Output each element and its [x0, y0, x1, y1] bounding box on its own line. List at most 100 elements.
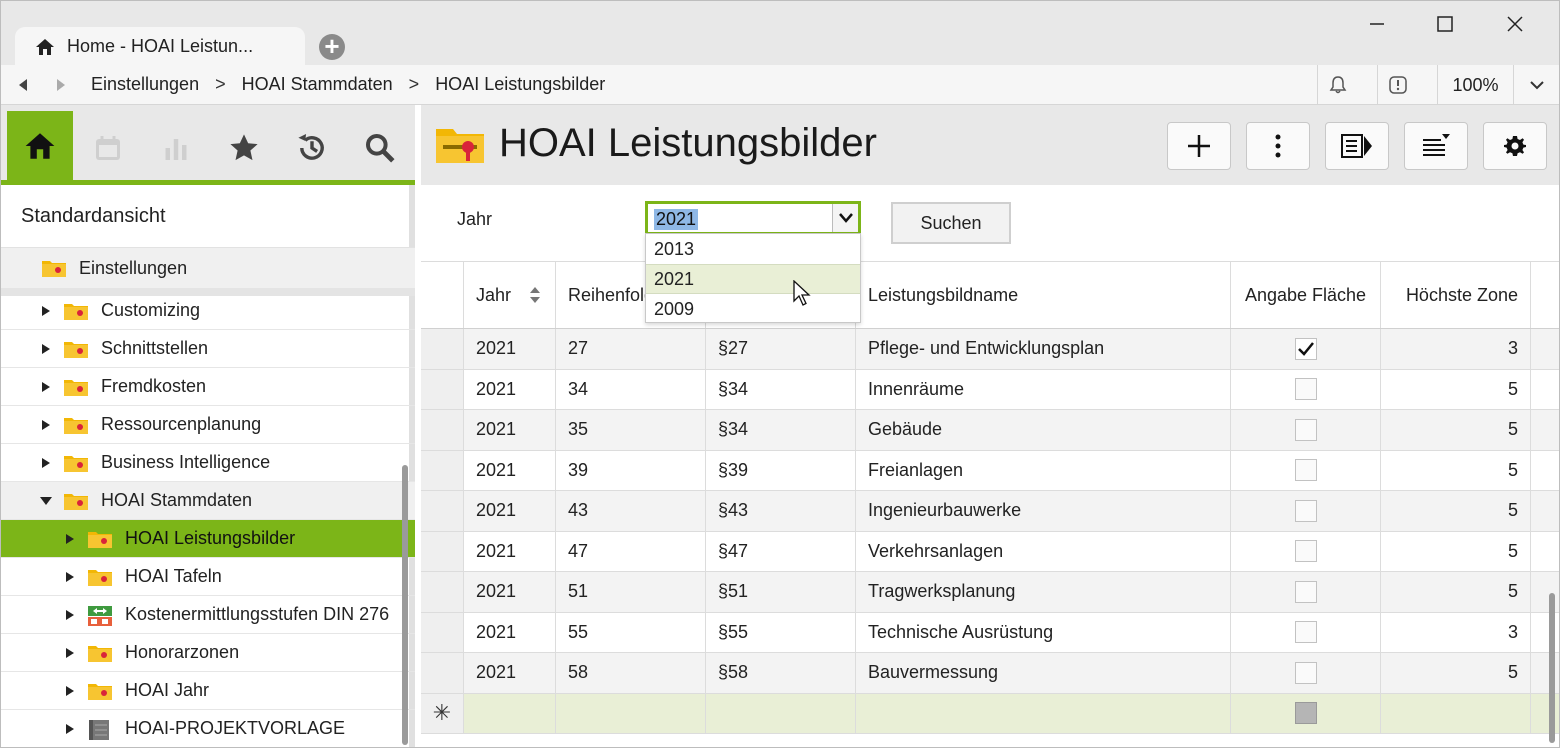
new-cell-zone[interactable] — [1380, 693, 1530, 733]
cell-hoechste-zone[interactable]: 3 — [1380, 329, 1530, 369]
tree-item-schnittstellen[interactable]: Schnittstellen — [1, 330, 415, 368]
column-header-angabe-flaeche[interactable]: Angabe Fläche — [1230, 262, 1380, 328]
cell-paragraph[interactable]: §34 — [705, 410, 855, 450]
more-options-button[interactable] — [1246, 122, 1310, 170]
cell-jahr[interactable]: 2021 — [463, 531, 555, 571]
cell-jahr[interactable]: 2021 — [463, 329, 555, 369]
cell-jahr[interactable]: 2021 — [463, 369, 555, 409]
cell-leistungsbildname[interactable]: Ingenieurbauwerke — [855, 491, 1230, 531]
collapse-arrow-icon[interactable] — [39, 494, 53, 508]
cell-reihenfolge[interactable]: 55 — [555, 612, 705, 652]
cell-leistungsbildname[interactable]: Innenräume — [855, 369, 1230, 409]
new-cell-jahr[interactable] — [463, 693, 555, 733]
jahr-combobox-value[interactable]: 2021 — [654, 209, 699, 230]
cell-hoechste-zone[interactable]: 5 — [1380, 410, 1530, 450]
close-button[interactable] — [1495, 9, 1535, 39]
expand-arrow-icon[interactable] — [39, 342, 53, 356]
cell-hoechste-zone[interactable]: 5 — [1380, 653, 1530, 693]
new-cell-paragraph[interactable] — [705, 693, 855, 733]
cell-angabe-flaeche[interactable] — [1230, 410, 1380, 450]
table-row[interactable]: 2021 34 §34 Innenräume 5 — [421, 369, 1559, 410]
expand-arrow-icon[interactable] — [39, 304, 53, 318]
new-cell-flaeche[interactable] — [1230, 693, 1380, 733]
checkbox[interactable] — [1294, 621, 1317, 644]
tree-item-ressourcenplanung[interactable]: Ressourcenplanung — [1, 406, 415, 444]
expand-arrow-icon[interactable] — [39, 380, 53, 394]
cell-paragraph[interactable]: §43 — [705, 491, 855, 531]
table-row[interactable]: 2021 39 §39 Freianlagen 5 — [421, 450, 1559, 491]
forward-arrow-icon[interactable] — [49, 73, 73, 97]
dropdown-option-2009[interactable]: 2009 — [654, 298, 695, 319]
breadcrumb-hoai-leistungsbilder[interactable]: HOAI Leistungsbilder — [435, 74, 606, 94]
cell-hoechste-zone[interactable]: 5 — [1380, 450, 1530, 490]
cell-reihenfolge[interactable]: 47 — [555, 531, 705, 571]
tree-item-hoai-projektvorlage[interactable]: HOAI-PROJEKTVORLAGE — [1, 710, 415, 747]
cell-leistungsbildname[interactable]: Gebäude — [855, 410, 1230, 450]
alert-icon[interactable] — [1377, 65, 1417, 105]
table-row[interactable]: 2021 35 §34 Gebäude 5 — [421, 410, 1559, 451]
checkbox[interactable] — [1294, 418, 1317, 441]
cell-paragraph[interactable]: §39 — [705, 450, 855, 490]
expand-arrow-icon[interactable] — [63, 608, 77, 622]
sidebar-scrollbar[interactable] — [402, 465, 408, 745]
chevron-down-icon[interactable] — [832, 204, 858, 232]
expand-arrow-icon[interactable] — [63, 684, 77, 698]
checkbox[interactable] — [1294, 459, 1317, 482]
back-arrow-icon[interactable] — [11, 73, 35, 97]
table-row[interactable]: 2021 58 §58 Bauvermessung 5 — [421, 653, 1559, 694]
tree-item-hoai-tafeln[interactable]: HOAI Tafeln — [1, 558, 415, 596]
dropdown-option-2013[interactable]: 2013 — [654, 238, 695, 259]
chevron-down-icon[interactable] — [1513, 65, 1559, 105]
cell-paragraph[interactable]: §34 — [705, 369, 855, 409]
cell-angabe-flaeche[interactable] — [1230, 329, 1380, 369]
cell-angabe-flaeche[interactable] — [1230, 612, 1380, 652]
bell-icon[interactable] — [1317, 65, 1357, 105]
maximize-button[interactable] — [1425, 9, 1465, 39]
expand-arrow-icon[interactable] — [39, 418, 53, 432]
cell-paragraph[interactable]: §55 — [705, 612, 855, 652]
sidebar-tab-search[interactable] — [347, 115, 413, 181]
cell-paragraph[interactable]: §27 — [705, 329, 855, 369]
cell-angabe-flaeche[interactable] — [1230, 531, 1380, 571]
tree-item-hoai-leistungsbilder[interactable]: HOAI Leistungsbilder — [1, 520, 415, 558]
new-tab-plus-icon[interactable]: + — [319, 33, 345, 60]
tree-root-einstellungen[interactable]: Einstellungen — [1, 248, 415, 288]
checkbox-checked[interactable] — [1294, 337, 1317, 360]
column-header-hoechste-zone[interactable]: Höchste Zone — [1380, 262, 1530, 328]
table-row[interactable]: 2021 47 §47 Verkehrsanlagen 5 — [421, 531, 1559, 572]
cell-leistungsbildname[interactable]: Tragwerksplanung — [855, 572, 1230, 612]
checkbox[interactable] — [1294, 661, 1317, 684]
jahr-combobox[interactable]: 2021 — [645, 201, 861, 235]
column-header-reihenfolge[interactable]: Reihenfolg — [555, 262, 705, 328]
cell-angabe-flaeche[interactable] — [1230, 450, 1380, 490]
tree-item-kostenermittlungsstufen[interactable]: Kostenermittlungsstufen DIN 276 — [1, 596, 415, 634]
cell-hoechste-zone[interactable]: 5 — [1380, 572, 1530, 612]
dropdown-option-2021[interactable]: 2021 — [646, 264, 860, 294]
add-button[interactable] — [1167, 122, 1231, 170]
tree-item-business-intelligence[interactable]: Business Intelligence — [1, 444, 415, 482]
cell-hoechste-zone[interactable]: 5 — [1380, 531, 1530, 571]
sort-icon[interactable] — [529, 286, 541, 304]
sidebar-tab-home[interactable] — [7, 111, 73, 181]
sidebar-tab-history[interactable] — [279, 115, 345, 181]
sidebar-tab-favorites[interactable] — [211, 115, 277, 181]
table-row[interactable]: 2021 43 §43 Ingenieurbauwerke 5 — [421, 491, 1559, 532]
settings-button[interactable] — [1483, 122, 1547, 170]
checkbox[interactable] — [1294, 702, 1317, 724]
checkbox[interactable] — [1294, 580, 1317, 603]
cell-reihenfolge[interactable]: 39 — [555, 450, 705, 490]
tree-item-honorarzonen[interactable]: Honorarzonen — [1, 634, 415, 672]
cell-reihenfolge[interactable]: 51 — [555, 572, 705, 612]
cell-jahr[interactable]: 2021 — [463, 653, 555, 693]
breadcrumb-hoai-stammdaten[interactable]: HOAI Stammdaten — [241, 74, 393, 94]
grid-scrollbar[interactable] — [1549, 593, 1555, 743]
cell-hoechste-zone[interactable]: 5 — [1380, 491, 1530, 531]
view-title[interactable]: Standardansicht — [21, 205, 166, 227]
cell-hoechste-zone[interactable]: 3 — [1380, 612, 1530, 652]
cell-angabe-flaeche[interactable] — [1230, 572, 1380, 612]
expand-arrow-icon[interactable] — [63, 570, 77, 584]
cell-jahr[interactable]: 2021 — [463, 612, 555, 652]
tree-item-hoai-jahr[interactable]: HOAI Jahr — [1, 672, 415, 710]
sidebar-tab-chart[interactable] — [143, 115, 209, 181]
cell-jahr[interactable]: 2021 — [463, 450, 555, 490]
